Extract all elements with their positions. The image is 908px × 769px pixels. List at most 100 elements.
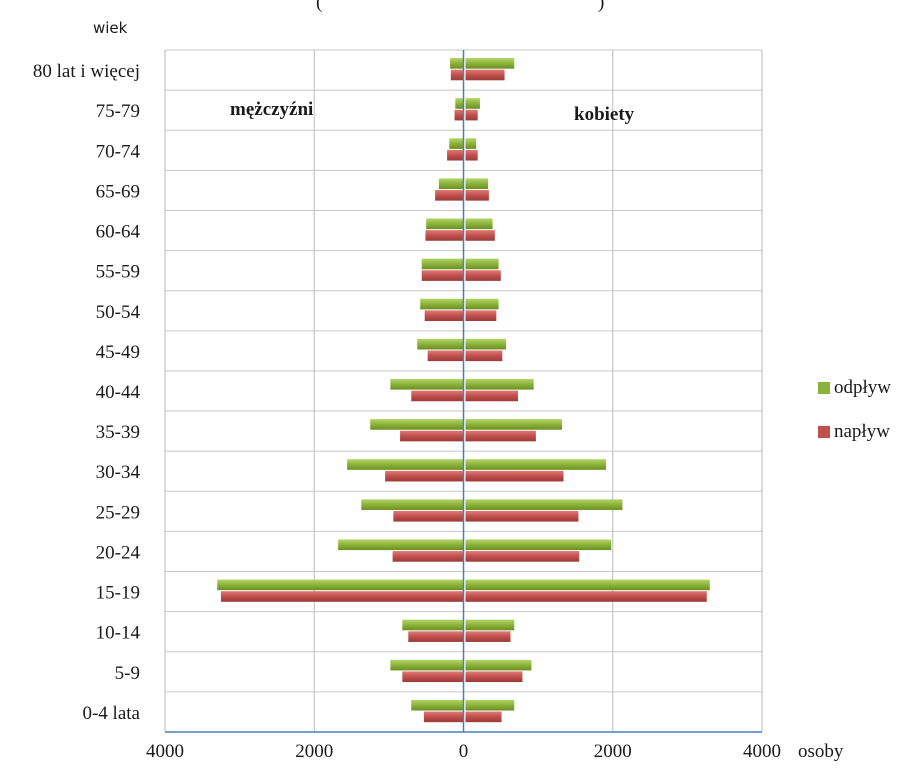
bar-odplyw-men [449, 138, 463, 149]
bar-naplyw-women [466, 511, 579, 522]
bar-naplyw-men [435, 190, 463, 201]
annotation-men: mężczyźni [230, 99, 313, 120]
bar-odplyw-women [466, 339, 507, 350]
category-label: 70-74 [96, 141, 141, 162]
bar-odplyw-women [466, 419, 563, 430]
bar-naplyw-women [466, 150, 478, 161]
category-label: 5-9 [115, 663, 140, 684]
annotation-women: kobiety [574, 104, 635, 125]
bar-odplyw-women [466, 379, 534, 390]
legend-swatch-naplyw [818, 426, 830, 438]
bar-naplyw-women [466, 310, 497, 321]
bar-naplyw-men [424, 712, 464, 723]
bar-naplyw-men [411, 391, 463, 402]
bar-odplyw-men [411, 700, 463, 711]
bar-odplyw-men [338, 539, 463, 550]
category-label: 25-29 [96, 502, 140, 523]
bar-naplyw-men [451, 70, 464, 81]
bar-odplyw-women [466, 299, 499, 310]
category-label: 30-34 [96, 462, 141, 483]
bar-naplyw-women [466, 671, 523, 682]
bar-naplyw-men [402, 671, 463, 682]
plot-area: 0-4 lata 5-9 10-14 15-19 20-24 25-29 30-34 35-3… [33, 50, 781, 762]
category-label: 80 lat i więcej [33, 61, 140, 82]
x-axis-label: osoby [798, 741, 844, 762]
bar-odplyw-men [370, 419, 463, 430]
category-label: 65-69 [96, 181, 140, 202]
chart-title-fragment-left: ( [316, 0, 322, 13]
category-label: 10-14 [96, 623, 141, 644]
bar-odplyw-men [390, 379, 463, 390]
category-label: 35-39 [96, 422, 140, 443]
bar-odplyw-men [417, 339, 463, 350]
bar-naplyw-women [466, 471, 564, 482]
bar-odplyw-women [466, 539, 612, 550]
bar-naplyw-men [447, 150, 463, 161]
bar-odplyw-women [466, 138, 477, 149]
bar-naplyw-women [466, 431, 536, 442]
bar-naplyw-women [466, 270, 501, 281]
bar-naplyw-men [422, 270, 464, 281]
x-tick-label: 4000 [146, 741, 184, 762]
bar-odplyw-women [466, 218, 493, 229]
bar-odplyw-men [217, 580, 463, 591]
bar-odplyw-men [422, 259, 464, 270]
bar-odplyw-women [466, 580, 710, 591]
category-label: 15-19 [96, 583, 140, 604]
bar-odplyw-women [466, 58, 515, 69]
legend-label-odplyw: odpływ [834, 377, 891, 398]
bar-naplyw-women [466, 631, 511, 642]
bar-naplyw-men [221, 591, 464, 602]
category-label: 40-44 [96, 382, 141, 403]
bar-naplyw-women [466, 70, 505, 81]
bar-odplyw-men [402, 620, 463, 631]
bar-naplyw-men [425, 310, 464, 321]
y-axis-label: wiek [93, 19, 128, 37]
chart-title-fragment-right: ) [598, 0, 604, 13]
bar-odplyw-women [466, 178, 489, 189]
bar-naplyw-women [466, 110, 478, 121]
category-label: 0-4 lata [82, 703, 140, 724]
bar-naplyw-men [393, 511, 463, 522]
bar-odplyw-men [347, 459, 463, 470]
x-tick-label: 4000 [743, 741, 781, 762]
legend-label-naplyw: napływ [834, 421, 890, 442]
bar-odplyw-women [466, 620, 515, 631]
category-label: 20-24 [96, 542, 141, 563]
x-tick-label: 2000 [594, 741, 632, 762]
x-tick-label: 2000 [295, 741, 333, 762]
bar-odplyw-men [455, 98, 463, 109]
bar-odplyw-men [450, 58, 463, 69]
bar-naplyw-men [385, 471, 463, 482]
legend-swatch-odplyw [818, 382, 830, 394]
bar-naplyw-men [408, 631, 463, 642]
legend: odpływ napływ [818, 377, 891, 442]
bar-naplyw-men [428, 350, 464, 361]
bar-odplyw-men [390, 660, 463, 671]
category-label: 75-79 [96, 101, 140, 122]
bar-odplyw-women [466, 459, 607, 470]
bar-naplyw-women [466, 591, 707, 602]
bar-odplyw-men [420, 299, 463, 310]
bar-naplyw-women [466, 350, 503, 361]
bar-naplyw-women [466, 391, 518, 402]
category-label: 55-59 [96, 262, 140, 283]
bar-odplyw-women [466, 660, 532, 671]
category-label: 45-49 [96, 342, 140, 363]
bar-odplyw-women [466, 259, 499, 270]
bar-odplyw-men [361, 499, 463, 510]
category-label: 60-64 [96, 222, 141, 243]
bar-naplyw-men [425, 230, 463, 241]
bar-odplyw-women [466, 499, 623, 510]
bar-naplyw-women [466, 190, 489, 201]
bar-odplyw-men [439, 178, 464, 189]
bar-naplyw-men [393, 551, 464, 562]
bar-naplyw-women [466, 712, 502, 723]
x-tick-label: 0 [459, 741, 469, 762]
bar-naplyw-men [400, 431, 463, 442]
bar-odplyw-men [426, 218, 463, 229]
bar-odplyw-women [466, 700, 515, 711]
bar-odplyw-women [466, 98, 480, 109]
bar-naplyw-women [466, 551, 580, 562]
